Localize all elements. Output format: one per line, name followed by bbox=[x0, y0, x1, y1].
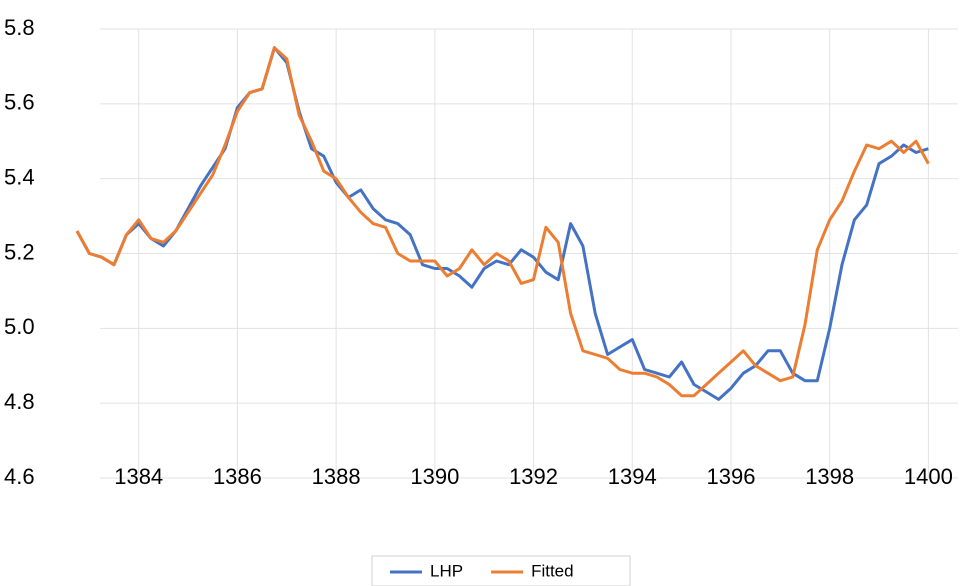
x-tick-label: 1390 bbox=[410, 464, 459, 489]
y-tick-label: 4.6 bbox=[4, 464, 35, 489]
x-tick-label: 1394 bbox=[608, 464, 657, 489]
x-tick-label: 1398 bbox=[805, 464, 854, 489]
legend-label: Fitted bbox=[531, 561, 574, 580]
background bbox=[0, 0, 960, 586]
x-tick-label: 1392 bbox=[509, 464, 558, 489]
x-tick-label: 1396 bbox=[706, 464, 755, 489]
x-tick-label: 1384 bbox=[114, 464, 163, 489]
y-tick-label: 4.8 bbox=[4, 389, 35, 414]
y-tick-label: 5.6 bbox=[4, 90, 35, 115]
chart: 4.6 4.8 5.0 5.2 5.4 5.6 5.8 1384 1386 1388 1390 139… bbox=[0, 0, 960, 586]
legend-label: LHP bbox=[430, 561, 463, 580]
y-tick-label: 5.0 bbox=[4, 314, 35, 339]
x-tick-label: 1386 bbox=[213, 464, 262, 489]
x-tick-label: 1400 bbox=[904, 464, 953, 489]
y-tick-label: 5.4 bbox=[4, 164, 35, 189]
x-tick-label: 1388 bbox=[312, 464, 361, 489]
y-tick-label: 5.2 bbox=[4, 239, 35, 264]
y-tick-label: 5.8 bbox=[4, 15, 35, 40]
